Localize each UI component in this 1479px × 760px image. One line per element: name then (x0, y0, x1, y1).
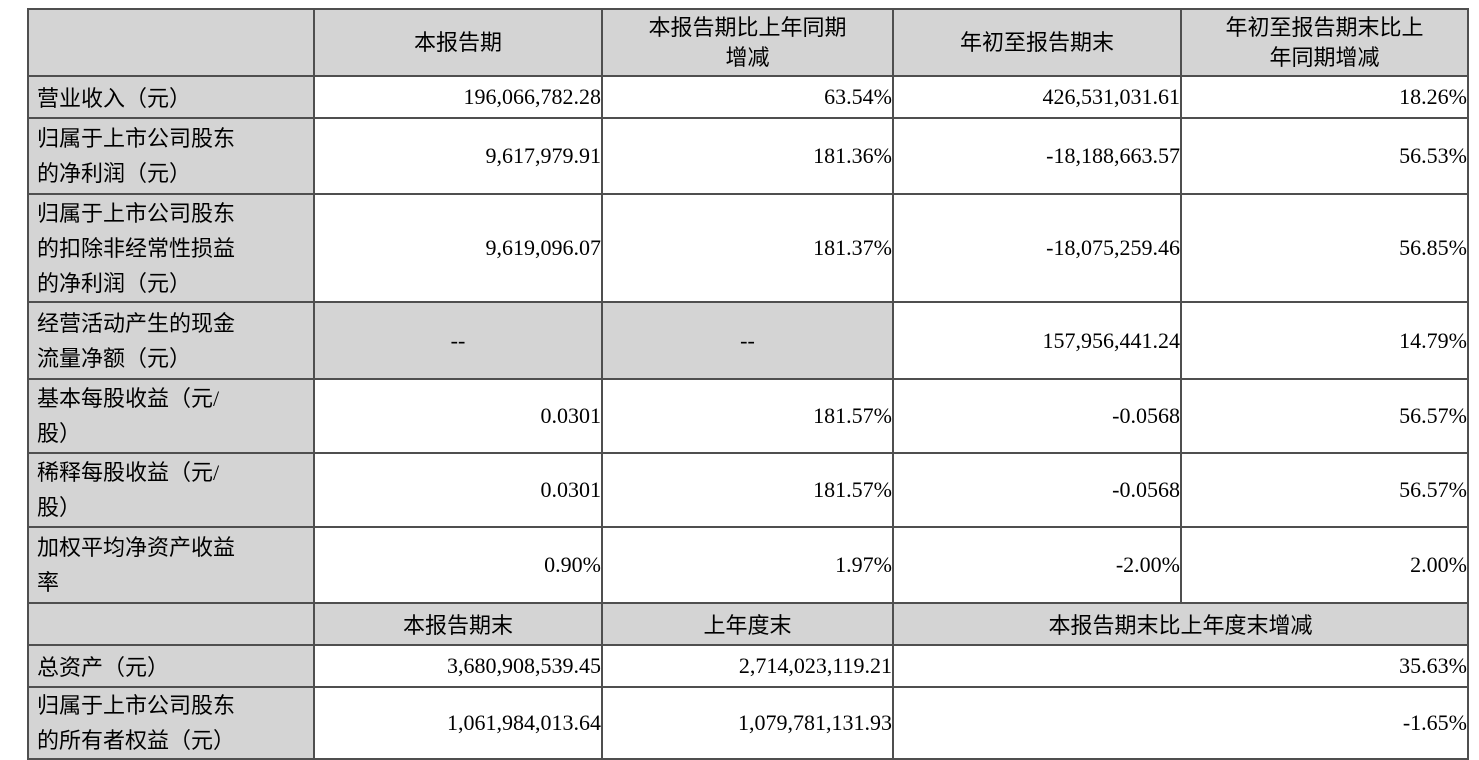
ytd-yoy-value: 56.85% (1180, 193, 1469, 303)
subheader-period-end: 本报告期末 (313, 602, 603, 646)
metric-label: 稀释每股收益（元/股） (27, 452, 315, 528)
report-page: 本报告期 本报告期比上年同期增减 年初至报告期末 年初至报告期末比上年同期增减 … (27, 8, 1469, 760)
metric-label: 归属于上市公司股东的所有者权益（元） (27, 686, 315, 760)
current-period-yoy-value: 63.54% (601, 75, 894, 119)
metric-label: 加权平均净资产收益率 (27, 526, 315, 604)
financial-summary-table: 本报告期 本报告期比上年同期增减 年初至报告期末 年初至报告期末比上年同期增减 … (27, 8, 1469, 760)
ytd-yoy-value: 14.79% (1180, 301, 1469, 380)
change-value: 35.63% (892, 644, 1469, 688)
table-row-diluted-eps: 稀释每股收益（元/股） 0.0301 181.57% -0.0568 56.57… (27, 452, 1469, 528)
header-ytd: 年初至报告期末 (892, 8, 1182, 77)
metric-label: 经营活动产生的现金流量净额（元） (27, 301, 315, 380)
table-row-net-profit: 归属于上市公司股东的净利润（元） 9,617,979.91 181.36% -1… (27, 117, 1469, 195)
current-period-value: 9,617,979.91 (313, 117, 603, 195)
period-end-value: 3,680,908,539.45 (313, 644, 603, 688)
table-row-owners-equity: 归属于上市公司股东的所有者权益（元） 1,061,984,013.64 1,07… (27, 686, 1469, 760)
table-subheader-row: 本报告期末 上年度末 本报告期末比上年度末增减 (27, 602, 1469, 646)
metric-label: 总资产（元） (27, 644, 315, 688)
header-current-period-yoy: 本报告期比上年同期增减 (601, 8, 894, 77)
table-row-weighted-roe: 加权平均净资产收益率 0.90% 1.97% -2.00% 2.00% (27, 526, 1469, 604)
header-current-period: 本报告期 (313, 8, 603, 77)
metric-label: 营业收入（元） (27, 75, 315, 119)
current-period-value: 0.0301 (313, 452, 603, 528)
current-period-yoy-value: 181.57% (601, 452, 894, 528)
metric-label: 归属于上市公司股东的扣除非经常性损益的净利润（元） (27, 193, 315, 303)
table-row-basic-eps: 基本每股收益（元/股） 0.0301 181.57% -0.0568 56.57… (27, 378, 1469, 454)
current-period-yoy-value: 181.37% (601, 193, 894, 303)
current-period-yoy-value: 181.57% (601, 378, 894, 454)
current-period-yoy-value: 1.97% (601, 526, 894, 604)
ytd-value: 157,956,441.24 (892, 301, 1182, 380)
ytd-yoy-value: 18.26% (1180, 75, 1469, 119)
prev-year-end-value: 1,079,781,131.93 (601, 686, 894, 760)
metric-label: 归属于上市公司股东的净利润（元） (27, 117, 315, 195)
table-row-total-assets: 总资产（元） 3,680,908,539.45 2,714,023,119.21… (27, 644, 1469, 688)
current-period-yoy-value: -- (601, 301, 894, 380)
table-header-row: 本报告期 本报告期比上年同期增减 年初至报告期末 年初至报告期末比上年同期增减 (27, 8, 1469, 77)
current-period-value: 9,619,096.07 (313, 193, 603, 303)
subheader-empty (27, 602, 315, 646)
change-value: -1.65% (892, 686, 1469, 760)
ytd-value: -2.00% (892, 526, 1182, 604)
ytd-value: -18,075,259.46 (892, 193, 1182, 303)
subheader-prev-year-end: 上年度末 (601, 602, 894, 646)
ytd-yoy-value: 56.57% (1180, 378, 1469, 454)
subheader-change: 本报告期末比上年度末增减 (892, 602, 1469, 646)
ytd-yoy-value: 56.53% (1180, 117, 1469, 195)
table-row-operating-cash-flow: 经营活动产生的现金流量净额（元） -- -- 157,956,441.24 14… (27, 301, 1469, 380)
period-end-value: 1,061,984,013.64 (313, 686, 603, 760)
ytd-value: -0.0568 (892, 452, 1182, 528)
ytd-yoy-value: 2.00% (1180, 526, 1469, 604)
table-row-revenue: 营业收入（元） 196,066,782.28 63.54% 426,531,03… (27, 75, 1469, 119)
current-period-yoy-value: 181.36% (601, 117, 894, 195)
ytd-value: 426,531,031.61 (892, 75, 1182, 119)
current-period-value: 0.0301 (313, 378, 603, 454)
metric-label: 基本每股收益（元/股） (27, 378, 315, 454)
current-period-value: -- (313, 301, 603, 380)
ytd-value: -0.0568 (892, 378, 1182, 454)
prev-year-end-value: 2,714,023,119.21 (601, 644, 894, 688)
current-period-value: 0.90% (313, 526, 603, 604)
ytd-value: -18,188,663.57 (892, 117, 1182, 195)
header-ytd-yoy: 年初至报告期末比上年同期增减 (1180, 8, 1469, 77)
current-period-value: 196,066,782.28 (313, 75, 603, 119)
table-row-net-profit-deducted: 归属于上市公司股东的扣除非经常性损益的净利润（元） 9,619,096.07 1… (27, 193, 1469, 303)
header-metric (27, 8, 315, 77)
ytd-yoy-value: 56.57% (1180, 452, 1469, 528)
